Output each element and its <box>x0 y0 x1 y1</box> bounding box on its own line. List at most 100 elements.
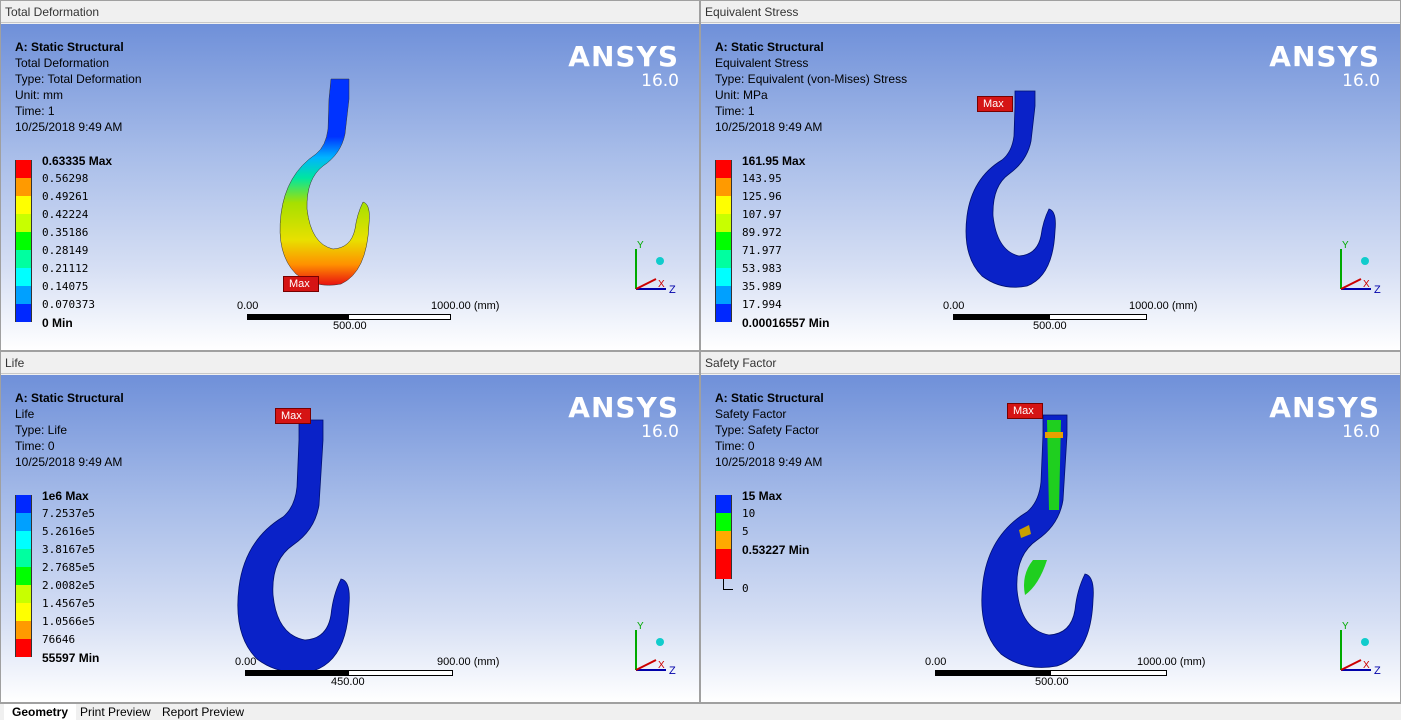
hook-model[interactable] <box>229 415 359 675</box>
analysis-name: A: Static Structural <box>715 40 824 54</box>
viewport-equivalent-stress[interactable]: Equivalent Stress A: Static Structural E… <box>700 0 1401 351</box>
result-date: 10/25/2018 9:49 AM <box>15 120 123 134</box>
viewport-life[interactable]: Life A: Static Structural Life Type: Lif… <box>0 351 700 703</box>
result-time: Time: 1 <box>15 104 55 118</box>
result-type: Type: Total Deformation <box>15 72 142 86</box>
viewport-safety-factor[interactable]: Safety Factor A: Static Structural Safet… <box>700 351 1401 703</box>
viewport-title: Total Deformation <box>1 1 699 23</box>
analysis-name: A: Static Structural <box>15 391 124 405</box>
legend-label: 17.994 <box>742 298 782 311</box>
svg-text:Y: Y <box>1342 240 1349 251</box>
svg-text:Z: Z <box>1374 284 1381 296</box>
result-name: Life <box>15 407 35 421</box>
hook-model[interactable] <box>271 74 381 289</box>
legend-label: 1e6 Max <box>42 489 89 503</box>
viewport-title: Equivalent Stress <box>701 1 1400 23</box>
legend-label: 15 Max <box>742 489 783 503</box>
viewport-title: Life <box>1 352 699 374</box>
legend-label: 1.4567e5 <box>42 597 95 610</box>
legend-label: 3.8167e5 <box>42 543 95 556</box>
legend-label: 2.0082e5 <box>42 579 95 592</box>
max-probe-flag[interactable]: Max <box>1007 403 1043 419</box>
axis-triad: Y Z X <box>1340 240 1381 296</box>
max-probe-flag[interactable]: Max <box>275 408 311 424</box>
legend-label: 0.63335 Max <box>42 154 113 168</box>
legend-label: 55597 Min <box>42 651 100 665</box>
legend-label: 35.989 <box>742 280 782 293</box>
legend-label: 0.28149 <box>42 244 89 257</box>
legend-label: 2.7685e5 <box>42 561 95 574</box>
legend-label: 0.070373 <box>42 298 95 311</box>
result-date: 10/25/2018 9:49 AM <box>715 455 823 469</box>
analysis-name: A: Static Structural <box>15 40 124 54</box>
legend-label: 53.983 <box>742 262 782 275</box>
result-time: Time: 1 <box>715 104 755 118</box>
result-time: Time: 0 <box>715 439 755 453</box>
result-date: 10/25/2018 9:49 AM <box>715 120 823 134</box>
legend-label: 0.00016557 Min <box>742 316 830 330</box>
view-tabs: Geometry Print Preview Report Preview <box>0 703 1401 720</box>
legend-label: 89.972 <box>742 226 782 239</box>
ansys-logo: ANSYS 16.0 <box>568 40 679 91</box>
svg-text:X: X <box>1363 279 1370 290</box>
svg-text:Z: Z <box>1374 665 1381 677</box>
result-unit: Unit: mm <box>15 88 63 102</box>
tab-print-preview[interactable]: Print Preview <box>80 705 151 719</box>
result-info: A: Static Structural Equivalent Stress T… <box>715 39 907 135</box>
result-info: A: Static Structural Life Type: Life Tim… <box>15 390 124 470</box>
graphics-canvas[interactable]: A: Static Structural Safety Factor Type:… <box>701 375 1400 702</box>
legend-label: 0.35186 <box>42 226 89 239</box>
result-name: Total Deformation <box>15 56 110 70</box>
result-unit: Unit: MPa <box>715 88 768 102</box>
result-type: Type: Equivalent (von-Mises) Stress <box>715 72 908 86</box>
analysis-name: A: Static Structural <box>715 391 824 405</box>
svg-text:X: X <box>658 660 665 671</box>
result-info: A: Static Structural Total Deformation T… <box>15 39 142 135</box>
axis-triad: Y Z X <box>635 240 676 296</box>
graphics-canvas[interactable]: A: Static Structural Life Type: Life Tim… <box>1 375 699 702</box>
result-time: Time: 0 <box>15 439 55 453</box>
viewport-total-deformation[interactable]: Total Deformation A: Static Structural T… <box>0 0 700 351</box>
legend-label: 125.96 <box>742 190 782 203</box>
axis-triad: Y Z X <box>1340 621 1381 677</box>
legend-label: 7.2537e5 <box>42 507 95 520</box>
hook-model[interactable] <box>959 86 1069 291</box>
result-type: Type: Life <box>15 423 68 437</box>
legend-label: 0.56298 <box>42 172 89 185</box>
legend-label: 107.97 <box>742 208 782 221</box>
legend-label: 0.14075 <box>42 280 89 293</box>
graphics-canvas[interactable]: A: Static Structural Total Deformation T… <box>1 24 699 350</box>
axis-triad: Y Z X <box>635 621 676 677</box>
legend-label: 0.42224 <box>42 208 89 221</box>
result-date: 10/25/2018 9:49 AM <box>15 455 123 469</box>
result-name: Safety Factor <box>715 407 787 421</box>
viewport-title: Safety Factor <box>701 352 1400 374</box>
tab-report-preview[interactable]: Report Preview <box>162 705 245 719</box>
max-probe-flag[interactable]: Max <box>977 96 1013 112</box>
legend-label: 76646 <box>42 633 76 646</box>
legend-label: 0.49261 <box>42 190 89 203</box>
ansys-logo: ANSYS 16.0 <box>568 391 679 442</box>
legend-label: 71.977 <box>742 244 782 257</box>
legend-label: 0 Min <box>42 316 73 330</box>
legend-label: 0 <box>742 582 749 595</box>
result-type: Type: Safety Factor <box>715 423 820 437</box>
result-name: Equivalent Stress <box>715 56 809 70</box>
graphics-canvas[interactable]: A: Static Structural Equivalent Stress T… <box>701 24 1400 350</box>
svg-text:Y: Y <box>637 240 644 251</box>
legend-label: 161.95 Max <box>742 154 806 168</box>
legend-label: 10 <box>742 507 756 520</box>
tab-geometry[interactable]: Geometry <box>4 704 77 720</box>
svg-text:Z: Z <box>669 284 676 296</box>
legend-label: 5.2616e5 <box>42 525 95 538</box>
svg-text:X: X <box>1363 660 1370 671</box>
legend-label: 143.95 <box>742 172 782 185</box>
svg-text:Y: Y <box>637 621 644 632</box>
legend-label: 1.0566e5 <box>42 615 95 628</box>
ansys-logo: ANSYS 16.0 <box>1269 40 1380 91</box>
legend-label: 0.21112 <box>42 262 89 275</box>
hook-model[interactable] <box>973 410 1103 670</box>
max-probe-flag[interactable]: Max <box>283 276 319 292</box>
legend-label: 5 <box>742 525 749 538</box>
result-info: A: Static Structural Safety Factor Type:… <box>715 390 824 470</box>
